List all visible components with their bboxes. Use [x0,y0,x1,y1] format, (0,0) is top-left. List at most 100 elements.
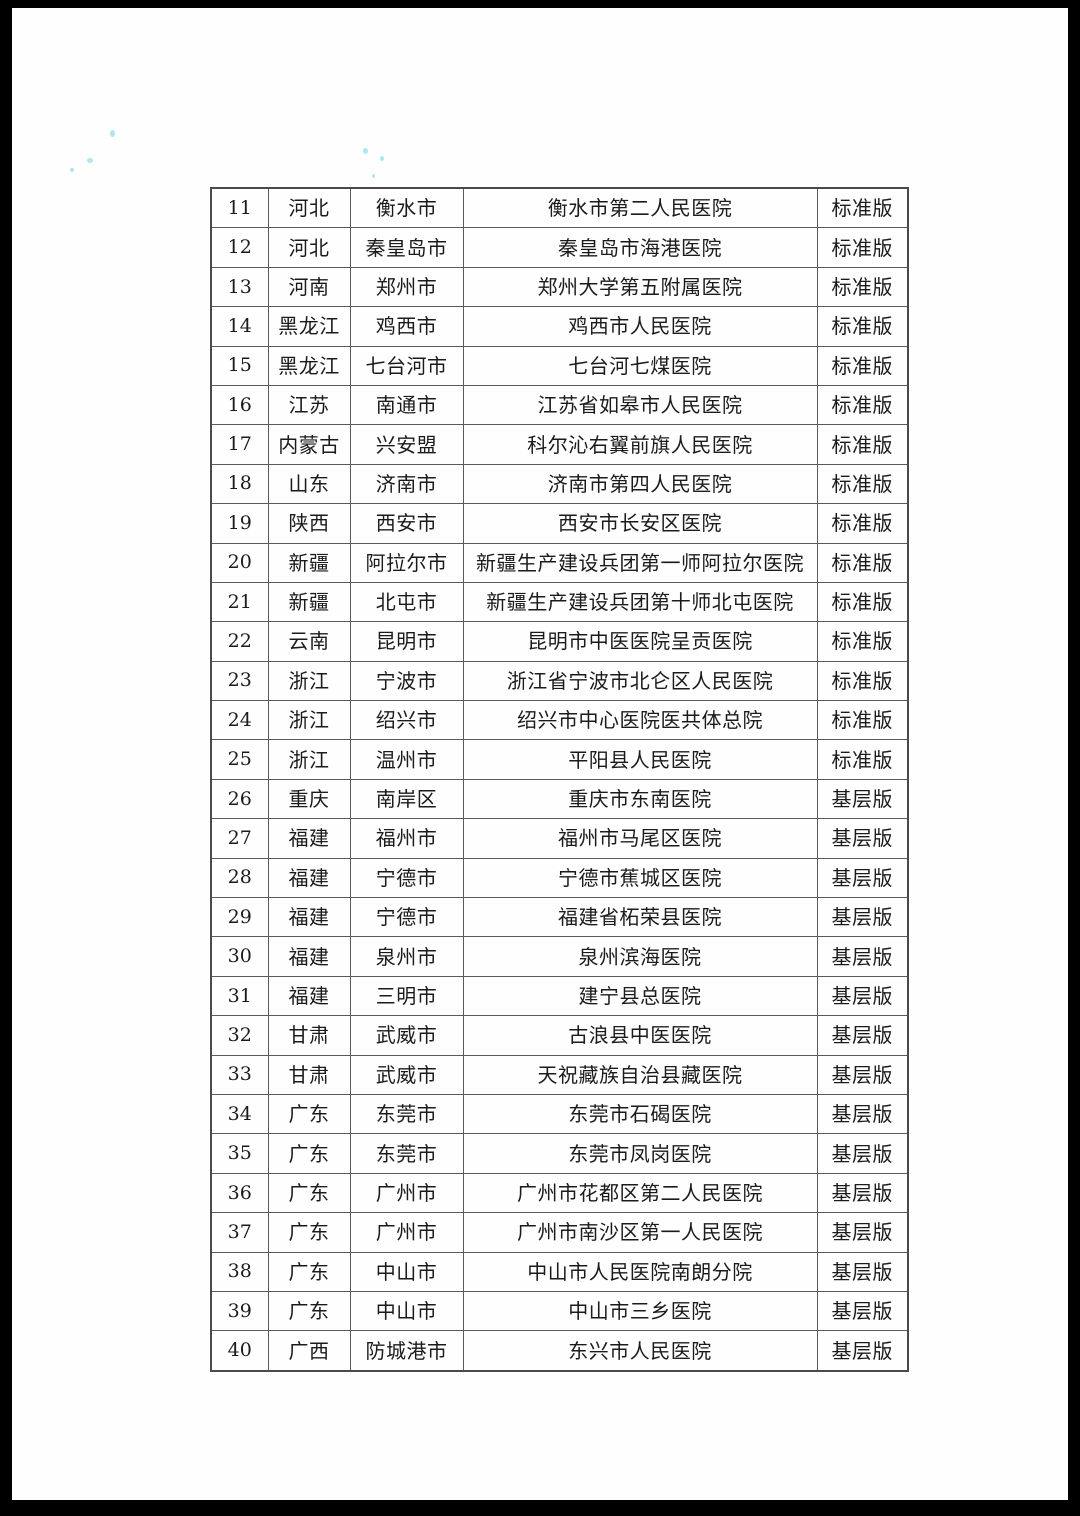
row-index-cell: 23 [210,660,269,702]
table-row: 38 广东 中山市 中山市人民医院南朗分院 基层版 [210,1251,909,1292]
row-version-cell: 标准版 [816,345,909,386]
row-hospital-name-cell: 浙江省宁波市北仑区人民医院 [462,660,818,702]
row-index-cell: 35 [210,1133,269,1174]
row-hospital-name-cell: 建宁县总医院 [462,975,818,1017]
row-hospital-name-cell: 广州市南沙区第一人民医院 [462,1212,818,1253]
row-version-cell: 标准版 [816,700,909,741]
row-province-cell: 新疆 [267,581,351,623]
row-hospital-name-cell: 东莞市凤岗医院 [462,1133,818,1174]
row-hospital-name-cell: 江苏省如皋市人民医院 [462,384,818,426]
row-city-cell: 中山市 [349,1251,464,1292]
row-hospital-name-cell: 平阳县人民医院 [462,739,818,780]
table-row: 36 广东 广州市 广州市花都区第二人民医院 基层版 [210,1172,909,1214]
table-row: 29 福建 宁德市 福建省柘荣县医院 基层版 [210,897,909,938]
row-city-cell: 衡水市 [349,187,464,229]
row-hospital-name-cell: 七台河七煤医院 [462,345,818,386]
row-city-cell: 秦皇岛市 [349,227,464,268]
row-hospital-name-cell: 古浪县中医医院 [462,1015,818,1056]
row-index-cell: 40 [210,1330,269,1372]
table-row: 14 黑龙江 鸡西市 鸡西市人民医院 标准版 [210,306,909,347]
row-city-cell: 泉州市 [349,936,464,977]
row-province-cell: 广东 [267,1212,351,1253]
row-city-cell: 济南市 [349,463,464,505]
scan-speckle [70,168,74,172]
table-row: 40 广西 防城港市 东兴市人民医院 基层版 [210,1330,909,1372]
row-index-cell: 11 [210,187,269,229]
row-index-cell: 21 [210,581,269,623]
row-version-cell: 基层版 [816,1212,909,1253]
row-city-cell: 阿拉尔市 [349,542,464,583]
table-row: 15 黑龙江 七台河市 七台河七煤医院 标准版 [210,345,909,386]
row-city-cell: 武威市 [349,1054,464,1095]
row-city-cell: 温州市 [349,739,464,780]
row-province-cell: 福建 [267,897,351,938]
row-hospital-name-cell: 重庆市东南医院 [462,778,818,820]
row-province-cell: 黑龙江 [267,345,351,386]
row-city-cell: 三明市 [349,975,464,1017]
row-index-cell: 32 [210,1015,269,1056]
row-index-cell: 13 [210,266,269,308]
row-city-cell: 宁德市 [349,897,464,938]
row-index-cell: 20 [210,542,269,583]
scan-speckle [380,156,384,161]
row-province-cell: 甘肃 [267,1015,351,1056]
table-row: 37 广东 广州市 广州市南沙区第一人民医院 基层版 [210,1212,909,1253]
row-hospital-name-cell: 秦皇岛市海港医院 [462,227,818,268]
row-city-cell: 宁波市 [349,660,464,702]
table-row: 16 江苏 南通市 江苏省如皋市人民医院 标准版 [210,384,909,426]
row-index-cell: 36 [210,1172,269,1214]
row-version-cell: 基层版 [816,975,909,1017]
row-hospital-name-cell: 绍兴市中心医院医共体总院 [462,700,818,741]
table-row: 17 内蒙古 兴安盟 科尔沁右翼前旗人民医院 标准版 [210,424,909,465]
row-province-cell: 广东 [267,1290,351,1332]
table-row: 22 云南 昆明市 昆明市中医医院呈贡医院 标准版 [210,621,909,662]
scan-speckle [110,130,115,137]
row-hospital-name-cell: 中山市三乡医院 [462,1290,818,1332]
row-version-cell: 标准版 [816,621,909,662]
row-index-cell: 14 [210,306,269,347]
table-row: 19 陕西 西安市 西安市长安区医院 标准版 [210,503,909,544]
row-version-cell: 基层版 [816,1133,909,1174]
row-hospital-name-cell: 郑州大学第五附属医院 [462,266,818,308]
row-city-cell: 中山市 [349,1290,464,1332]
table-row: 24 浙江 绍兴市 绍兴市中心医院医共体总院 标准版 [210,700,909,741]
row-city-cell: 南岸区 [349,778,464,820]
row-version-cell: 标准版 [816,581,909,623]
row-hospital-name-cell: 新疆生产建设兵团第一师阿拉尔医院 [462,542,818,583]
table-row: 18 山东 济南市 济南市第四人民医院 标准版 [210,463,909,505]
row-index-cell: 37 [210,1212,269,1253]
row-version-cell: 标准版 [816,424,909,465]
hospital-listing-body: 11 河北 衡水市 衡水市第二人民医院 标准版 12 河北 秦皇岛市 秦皇岛市海港医院 标准版 13… [210,187,909,1372]
row-version-cell: 基层版 [816,897,909,938]
row-province-cell: 河北 [267,227,351,268]
row-hospital-name-cell: 新疆生产建设兵团第十师北屯医院 [462,581,818,623]
row-city-cell: 宁德市 [349,857,464,899]
row-version-cell: 标准版 [816,187,909,229]
table-row: 26 重庆 南岸区 重庆市东南医院 基层版 [210,778,909,820]
table-row: 39 广东 中山市 中山市三乡医院 基层版 [210,1290,909,1332]
row-city-cell: 北屯市 [349,581,464,623]
row-city-cell: 广州市 [349,1172,464,1214]
row-index-cell: 24 [210,700,269,741]
row-province-cell: 浙江 [267,660,351,702]
row-province-cell: 甘肃 [267,1054,351,1095]
row-hospital-name-cell: 广州市花都区第二人民医院 [462,1172,818,1214]
scan-speckle [87,158,93,163]
row-index-cell: 38 [210,1251,269,1292]
row-version-cell: 标准版 [816,306,909,347]
row-hospital-name-cell: 东兴市人民医院 [462,1330,818,1372]
row-hospital-name-cell: 西安市长安区医院 [462,503,818,544]
row-hospital-name-cell: 天祝藏族自治县藏医院 [462,1054,818,1095]
row-index-cell: 25 [210,739,269,780]
row-province-cell: 新疆 [267,542,351,583]
row-city-cell: 兴安盟 [349,424,464,465]
row-version-cell: 标准版 [816,463,909,505]
row-version-cell: 标准版 [816,739,909,780]
row-index-cell: 15 [210,345,269,386]
table-row: 34 广东 东莞市 东莞市石碣医院 基层版 [210,1093,909,1135]
row-index-cell: 12 [210,227,269,268]
table-row: 20 新疆 阿拉尔市 新疆生产建设兵团第一师阿拉尔医院 标准版 [210,542,909,583]
row-version-cell: 基层版 [816,1093,909,1135]
row-index-cell: 30 [210,936,269,977]
scan-speckle [363,148,368,154]
